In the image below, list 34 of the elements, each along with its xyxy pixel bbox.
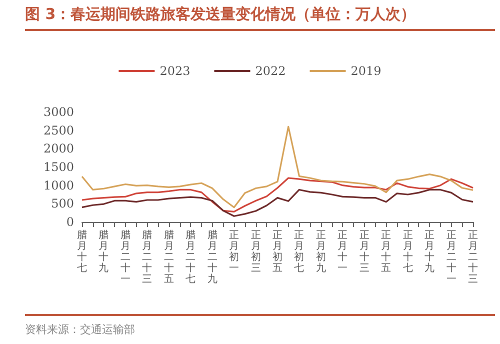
line-series (81, 177, 474, 213)
legend-label: 2019 (350, 64, 382, 78)
x-tick-label: 腊月十七 (77, 229, 87, 274)
y-tick-label: 3000 (43, 105, 74, 119)
legend-label: 2023 (160, 64, 190, 78)
x-tick-label: 正月初九 (316, 230, 326, 274)
x-tick-label: 正月初三 (250, 230, 261, 274)
x-tick-label: 正月初一 (229, 230, 240, 274)
x-tick-label: 正月十七 (402, 230, 413, 274)
x-tick-label: 腊月二十三 (142, 229, 152, 285)
x-tick-label: 正月十一 (338, 230, 348, 274)
y-tick-label: 2500 (43, 123, 74, 138)
x-tick-label: 腊月二十五 (164, 229, 174, 285)
x-tick-label: 腊月二十九 (207, 229, 218, 285)
x-tick-label: 正月二十一 (446, 230, 456, 285)
legend-label: 2022 (255, 64, 286, 78)
line-series (81, 126, 474, 208)
chart-title: 图 3：春运期间铁路旅客发送量变化情况（单位：万人次） (25, 4, 495, 31)
y-tick-label: 0 (66, 215, 74, 229)
x-tick-label: 正月十五 (381, 230, 392, 274)
x-tick-label: 正月二十三 (468, 230, 478, 285)
x-tick-label: 腊月二十七 (186, 229, 196, 285)
y-tick-label: 2000 (43, 142, 74, 156)
x-tick-label: 正月初七 (294, 230, 304, 274)
y-tick-label: 1500 (43, 160, 74, 174)
text: 资料来源：交通运输部 (25, 314, 495, 337)
x-tick-label: 腊月二十一 (120, 229, 130, 285)
line-series (81, 188, 474, 217)
y-tick-label: 500 (51, 196, 74, 211)
x-tick-label: 正月初五 (272, 230, 282, 274)
x-tick-label: 腊月十九 (98, 229, 109, 274)
x-tick-label: 正月十九 (424, 230, 435, 274)
y-tick-label: 1000 (43, 178, 74, 192)
x-tick-label: 正月十三 (359, 230, 370, 274)
